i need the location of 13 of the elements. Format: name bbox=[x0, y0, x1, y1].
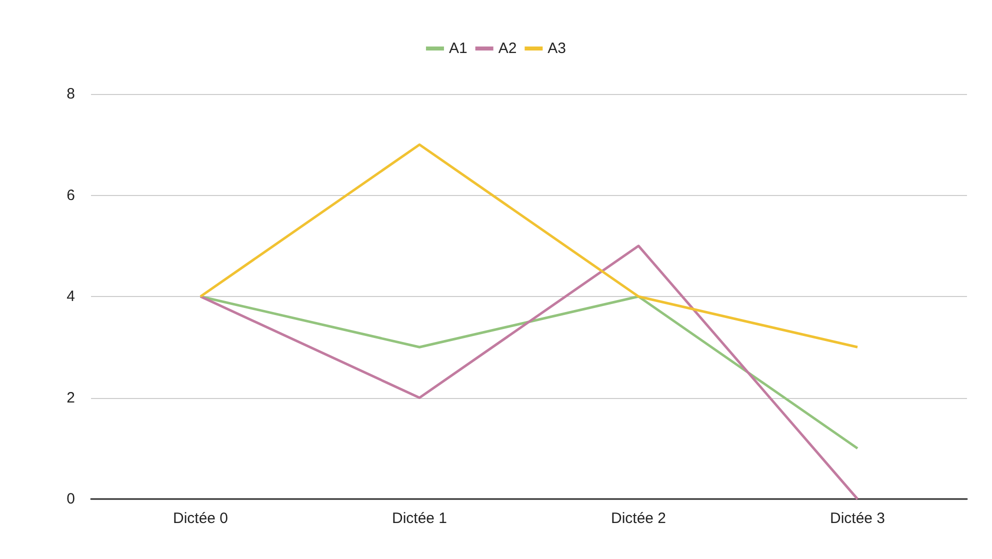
y-tick-label: 8 bbox=[66, 86, 75, 102]
y-tick-label: 6 bbox=[66, 186, 75, 204]
x-tick-label: Dictée 2 bbox=[610, 510, 666, 527]
legend-label: A3 bbox=[548, 40, 566, 57]
y-tick-label: 4 bbox=[66, 288, 75, 305]
x-tick-label: Dictée 3 bbox=[830, 510, 886, 527]
line-series bbox=[199, 244, 859, 500]
legend-label: A1 bbox=[448, 40, 468, 57]
y-tick-label: 0 bbox=[66, 490, 75, 508]
legend-label: A2 bbox=[498, 40, 517, 57]
x-tick-label: Dictée 1 bbox=[392, 510, 448, 527]
x-tick-label: Dictée 0 bbox=[172, 510, 228, 527]
y-tick-label: 2 bbox=[66, 389, 75, 406]
